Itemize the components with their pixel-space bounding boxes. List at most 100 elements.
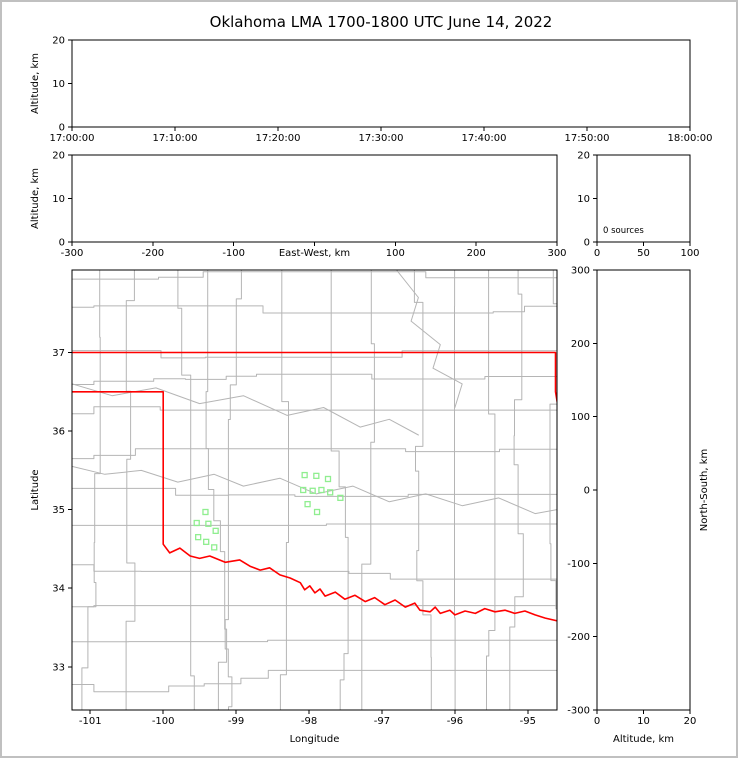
src_histogram-ytick-label: 20 — [577, 151, 590, 162]
alt_ns-ytick-label: -100 — [567, 559, 590, 570]
county-line — [72, 487, 557, 497]
county-line — [361, 270, 375, 710]
county-line — [72, 373, 557, 385]
county-line — [81, 270, 101, 710]
alt_ns-xtick-label: 20 — [684, 716, 697, 727]
map-xtick-label: -95 — [520, 716, 536, 727]
oklahoma-state-border — [72, 390, 557, 622]
lma-source-marker — [304, 500, 311, 508]
county-line — [72, 350, 557, 359]
river-line — [396, 270, 463, 408]
county-line — [224, 270, 242, 710]
lma-source-marker — [211, 544, 218, 551]
alt_time-ytick-label: 0 — [59, 123, 65, 134]
county-line — [72, 669, 557, 693]
oklahoma-state-border — [72, 351, 557, 406]
map-xtick-label: -100 — [152, 716, 175, 727]
lma-source-marker — [202, 508, 209, 516]
river-line — [72, 465, 557, 515]
lma-source-marker — [313, 472, 320, 480]
lma-source-marker — [205, 520, 212, 527]
county-line — [72, 406, 557, 415]
map-ylabel: Latitude — [30, 469, 41, 510]
county-line — [205, 270, 228, 710]
county-line — [72, 305, 557, 314]
alt_ew-xtick-label: 100 — [386, 248, 405, 259]
county-line — [72, 564, 557, 580]
alt_time-xtick-label: 17:20:00 — [256, 133, 301, 144]
map-xtick-label: -101 — [79, 716, 102, 727]
alt_ns-ytick-label: 0 — [584, 486, 590, 497]
alt_ew-panel: -300 -200 -100 100 200 300 0 10 20 East-West, km A… — [30, 151, 567, 260]
alt_ew-xtick-label: 300 — [547, 248, 566, 259]
alt_time-ytick-label: 20 — [52, 36, 65, 47]
county-line — [125, 270, 136, 710]
alt_time-ytick-label: 10 — [52, 79, 65, 90]
county-line — [413, 270, 432, 710]
map-xtick-label: -98 — [301, 716, 317, 727]
lma-source-marker — [203, 538, 210, 546]
map-ytick-label: 35 — [52, 505, 65, 516]
alt_ns-ytick-label: -300 — [567, 706, 590, 717]
alt_ns-frame — [596, 269, 691, 711]
county-line — [72, 639, 557, 643]
county-line — [486, 270, 496, 710]
alt_ns-ylabel: North-South, km — [699, 449, 710, 532]
alt_time-xtick-label: 17:30:00 — [359, 133, 404, 144]
lma-source-marker — [309, 487, 316, 494]
alt_ns-xtick-label: 10 — [637, 716, 650, 727]
map-xtick-label: -99 — [228, 716, 244, 727]
src_histogram-ytick-label: 10 — [577, 194, 590, 205]
map-ytick-label: 33 — [52, 662, 65, 673]
alt_ew-ylabel: Altitude, km — [30, 168, 41, 229]
alt_ew-xtick-label: -200 — [141, 248, 164, 259]
county-line — [72, 271, 557, 280]
county-line — [72, 605, 557, 608]
county-line — [454, 270, 456, 710]
county-line — [330, 270, 349, 710]
alt_ns-xlabel: Altitude, km — [613, 734, 674, 745]
lma-source-marker — [300, 486, 307, 494]
alt_ew-xtick-label: -100 — [222, 248, 245, 259]
alt_time-ylabel: Altitude, km — [30, 53, 41, 114]
alt_time-xtick-label: 17:40:00 — [462, 133, 507, 144]
map-frame — [71, 269, 558, 711]
alt_ns-panel: 0 10 20 -300 -200 -100 0 100 200 300 Altitude, km N… — [567, 266, 710, 746]
map-ytick-label: 34 — [52, 584, 65, 595]
src_histogram-xtick-label: 0 — [594, 248, 600, 259]
src_histogram-xtick-label: 50 — [637, 248, 650, 259]
county-line — [549, 270, 557, 610]
alt_ew-xtick-label: -300 — [61, 248, 84, 259]
alt_time-xtick-label: 17:50:00 — [565, 133, 610, 144]
src_histogram-ytick-label: 0 — [584, 238, 590, 249]
map-panel: -101 -100 -99 -98 -97 -96 -95 33 34 35 36 37 Longitu… — [30, 269, 558, 745]
county-line — [509, 270, 524, 710]
alt_ew-ytick-label: 10 — [52, 194, 65, 205]
map-xlabel: Longitude — [290, 734, 340, 745]
alt_ns-xtick-label: 0 — [594, 716, 600, 727]
lma-source-marker — [195, 533, 202, 541]
alt_time-frame — [71, 39, 691, 128]
lma-source-marker — [327, 489, 334, 496]
alt_ns-ytick-label: 200 — [571, 339, 590, 350]
src_histogram-panel: 0 50 100 0 10 20 0 sources — [577, 151, 699, 260]
src_histogram-annotation: 0 sources — [603, 226, 644, 236]
map-xtick-label: -97 — [374, 716, 390, 727]
map-ytick-label: 36 — [52, 427, 65, 438]
alt_ew-ytick-label: 0 — [59, 238, 65, 249]
alt_ns-ytick-label: 100 — [571, 412, 590, 423]
county-line — [72, 448, 557, 460]
map-ytick-label: 37 — [52, 348, 65, 359]
alt_time-xtick-label: 18:00:00 — [668, 133, 713, 144]
alt_ew-xlabel: East-West, km — [279, 248, 350, 259]
alt_time-xtick-label: 17:10:00 — [153, 133, 198, 144]
county-line — [279, 270, 289, 710]
lma-source-marker — [313, 508, 321, 516]
lma-source-marker — [324, 475, 332, 483]
alt_ns-ytick-label: -200 — [567, 632, 590, 643]
alt_ew-xtick-label: 200 — [467, 248, 486, 259]
alt_time-panel: 17:00:00 17:10:00 17:20:00 17:30:00 17:40:00… — [30, 36, 712, 145]
alt_ew-frame — [71, 154, 558, 243]
county-line — [177, 270, 195, 710]
